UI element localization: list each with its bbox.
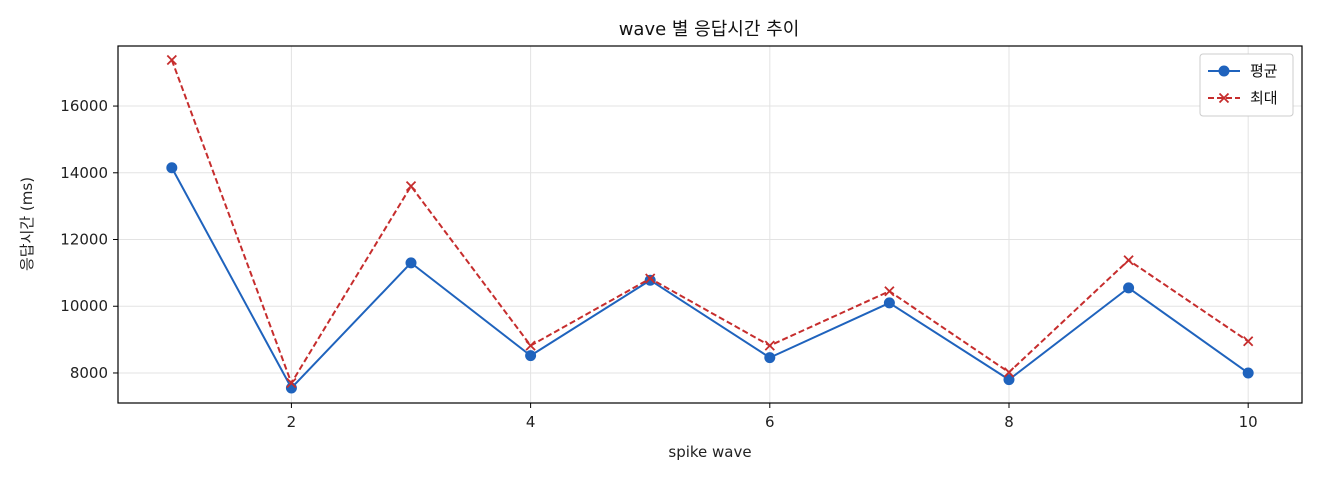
legend: 평균 최대 <box>1199 53 1294 117</box>
data-point-mean <box>405 257 417 269</box>
x-tick-label: 8 <box>1004 413 1014 431</box>
data-point-mean <box>1123 282 1135 294</box>
grid-layer <box>118 46 1302 403</box>
data-point-max <box>645 273 656 284</box>
data-point-max <box>405 180 417 192</box>
x-tick-label: 2 <box>287 413 297 431</box>
series-max <box>166 54 1254 389</box>
legend-marker-shape-mean <box>1218 65 1230 77</box>
data-point-mean <box>883 297 895 309</box>
legend-marker-mean <box>1218 65 1230 77</box>
y-axis-label: 응답시간 (ms) <box>18 177 36 271</box>
y-tick-label: 16000 <box>60 97 108 115</box>
x-tick-label: 6 <box>765 413 775 431</box>
data-point-mean <box>1242 367 1254 379</box>
data-point-max <box>1003 367 1015 378</box>
chart-title: wave 별 응답시간 추이 <box>619 19 800 40</box>
series-line-mean <box>170 167 1249 389</box>
legend-label-max: 최대 <box>1250 89 1278 107</box>
data-point-max <box>166 54 177 66</box>
series-mean <box>166 162 1254 394</box>
data-point-max <box>525 340 536 351</box>
data-point-max <box>884 286 895 297</box>
legend-box <box>1199 53 1294 117</box>
legend-marker-max <box>1218 92 1230 104</box>
data-point-mean <box>644 274 656 286</box>
data-point-max <box>1243 336 1254 347</box>
data-point-max <box>764 340 775 351</box>
y-tick-label: 10000 <box>60 297 108 315</box>
data-point-mean <box>764 352 776 364</box>
x-tick-label: 10 <box>1239 413 1258 431</box>
data-point-max <box>286 377 297 389</box>
y-tick-label: 8000 <box>70 364 108 382</box>
x-axis-label: spike wave <box>668 443 751 461</box>
data-point-mean <box>166 162 178 174</box>
data-point-mean <box>525 350 537 362</box>
x-tick-label: 4 <box>526 413 536 431</box>
data-point-mean <box>1003 374 1015 386</box>
series-layer <box>166 54 1254 394</box>
y-tick-label: 12000 <box>60 231 108 249</box>
plot-frame <box>117 45 1303 404</box>
legend-label-mean: 평균 <box>1250 62 1278 80</box>
y-tick-label: 14000 <box>60 164 108 182</box>
data-point-max <box>1123 255 1134 266</box>
series-line-max <box>170 59 1249 384</box>
legend-marker-shape-max <box>1218 92 1230 104</box>
tick-layer: 2 4 6 8 10 8000 10000 12000 14000 16000 <box>60 97 1257 431</box>
data-point-mean <box>285 382 297 394</box>
